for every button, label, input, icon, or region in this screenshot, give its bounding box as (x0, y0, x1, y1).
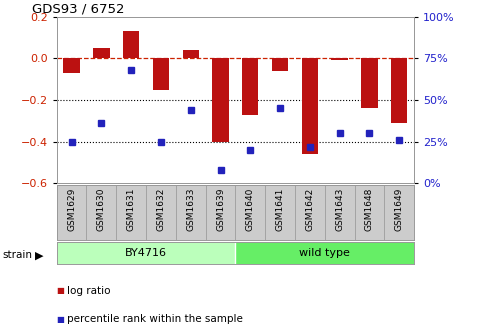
Text: GSM1631: GSM1631 (127, 187, 136, 231)
Bar (242, 58, 258, 115)
Bar (272, 58, 288, 71)
Text: GSM1643: GSM1643 (335, 187, 344, 231)
Text: strain: strain (2, 250, 33, 260)
Bar (57, 242, 236, 264)
Bar (93, 48, 109, 58)
Text: GDS93 / 6752: GDS93 / 6752 (32, 3, 124, 16)
Bar (385, 185, 414, 240)
Bar (116, 185, 146, 240)
Text: ■: ■ (57, 315, 65, 324)
Bar (153, 58, 169, 90)
Bar (236, 242, 414, 264)
Bar (206, 185, 236, 240)
Bar (146, 185, 176, 240)
Bar (325, 185, 354, 240)
Bar (295, 185, 325, 240)
Text: ■: ■ (57, 286, 65, 295)
Text: log ratio: log ratio (67, 286, 110, 296)
Bar (57, 185, 86, 240)
Bar (123, 31, 140, 58)
Bar (176, 185, 206, 240)
Text: GSM1633: GSM1633 (186, 187, 195, 231)
Text: ▶: ▶ (35, 250, 43, 260)
Text: GSM1632: GSM1632 (156, 187, 166, 231)
Text: percentile rank within the sample: percentile rank within the sample (67, 314, 243, 324)
Text: GSM1642: GSM1642 (305, 187, 315, 231)
Bar (64, 58, 80, 73)
Bar (302, 58, 318, 154)
Bar (361, 58, 378, 108)
Bar (86, 185, 116, 240)
Text: wild type: wild type (299, 248, 350, 258)
Bar (331, 58, 348, 60)
Text: GSM1639: GSM1639 (216, 187, 225, 231)
Bar (212, 58, 229, 141)
Bar (236, 185, 265, 240)
Text: BY4716: BY4716 (125, 248, 167, 258)
Bar (391, 58, 407, 123)
Bar (182, 50, 199, 58)
Text: GSM1640: GSM1640 (246, 187, 255, 231)
Text: GSM1630: GSM1630 (97, 187, 106, 231)
Text: GSM1641: GSM1641 (276, 187, 284, 231)
Bar (265, 185, 295, 240)
Text: GSM1649: GSM1649 (395, 187, 404, 231)
Text: GSM1629: GSM1629 (67, 187, 76, 231)
Text: GSM1648: GSM1648 (365, 187, 374, 231)
Bar (354, 185, 385, 240)
